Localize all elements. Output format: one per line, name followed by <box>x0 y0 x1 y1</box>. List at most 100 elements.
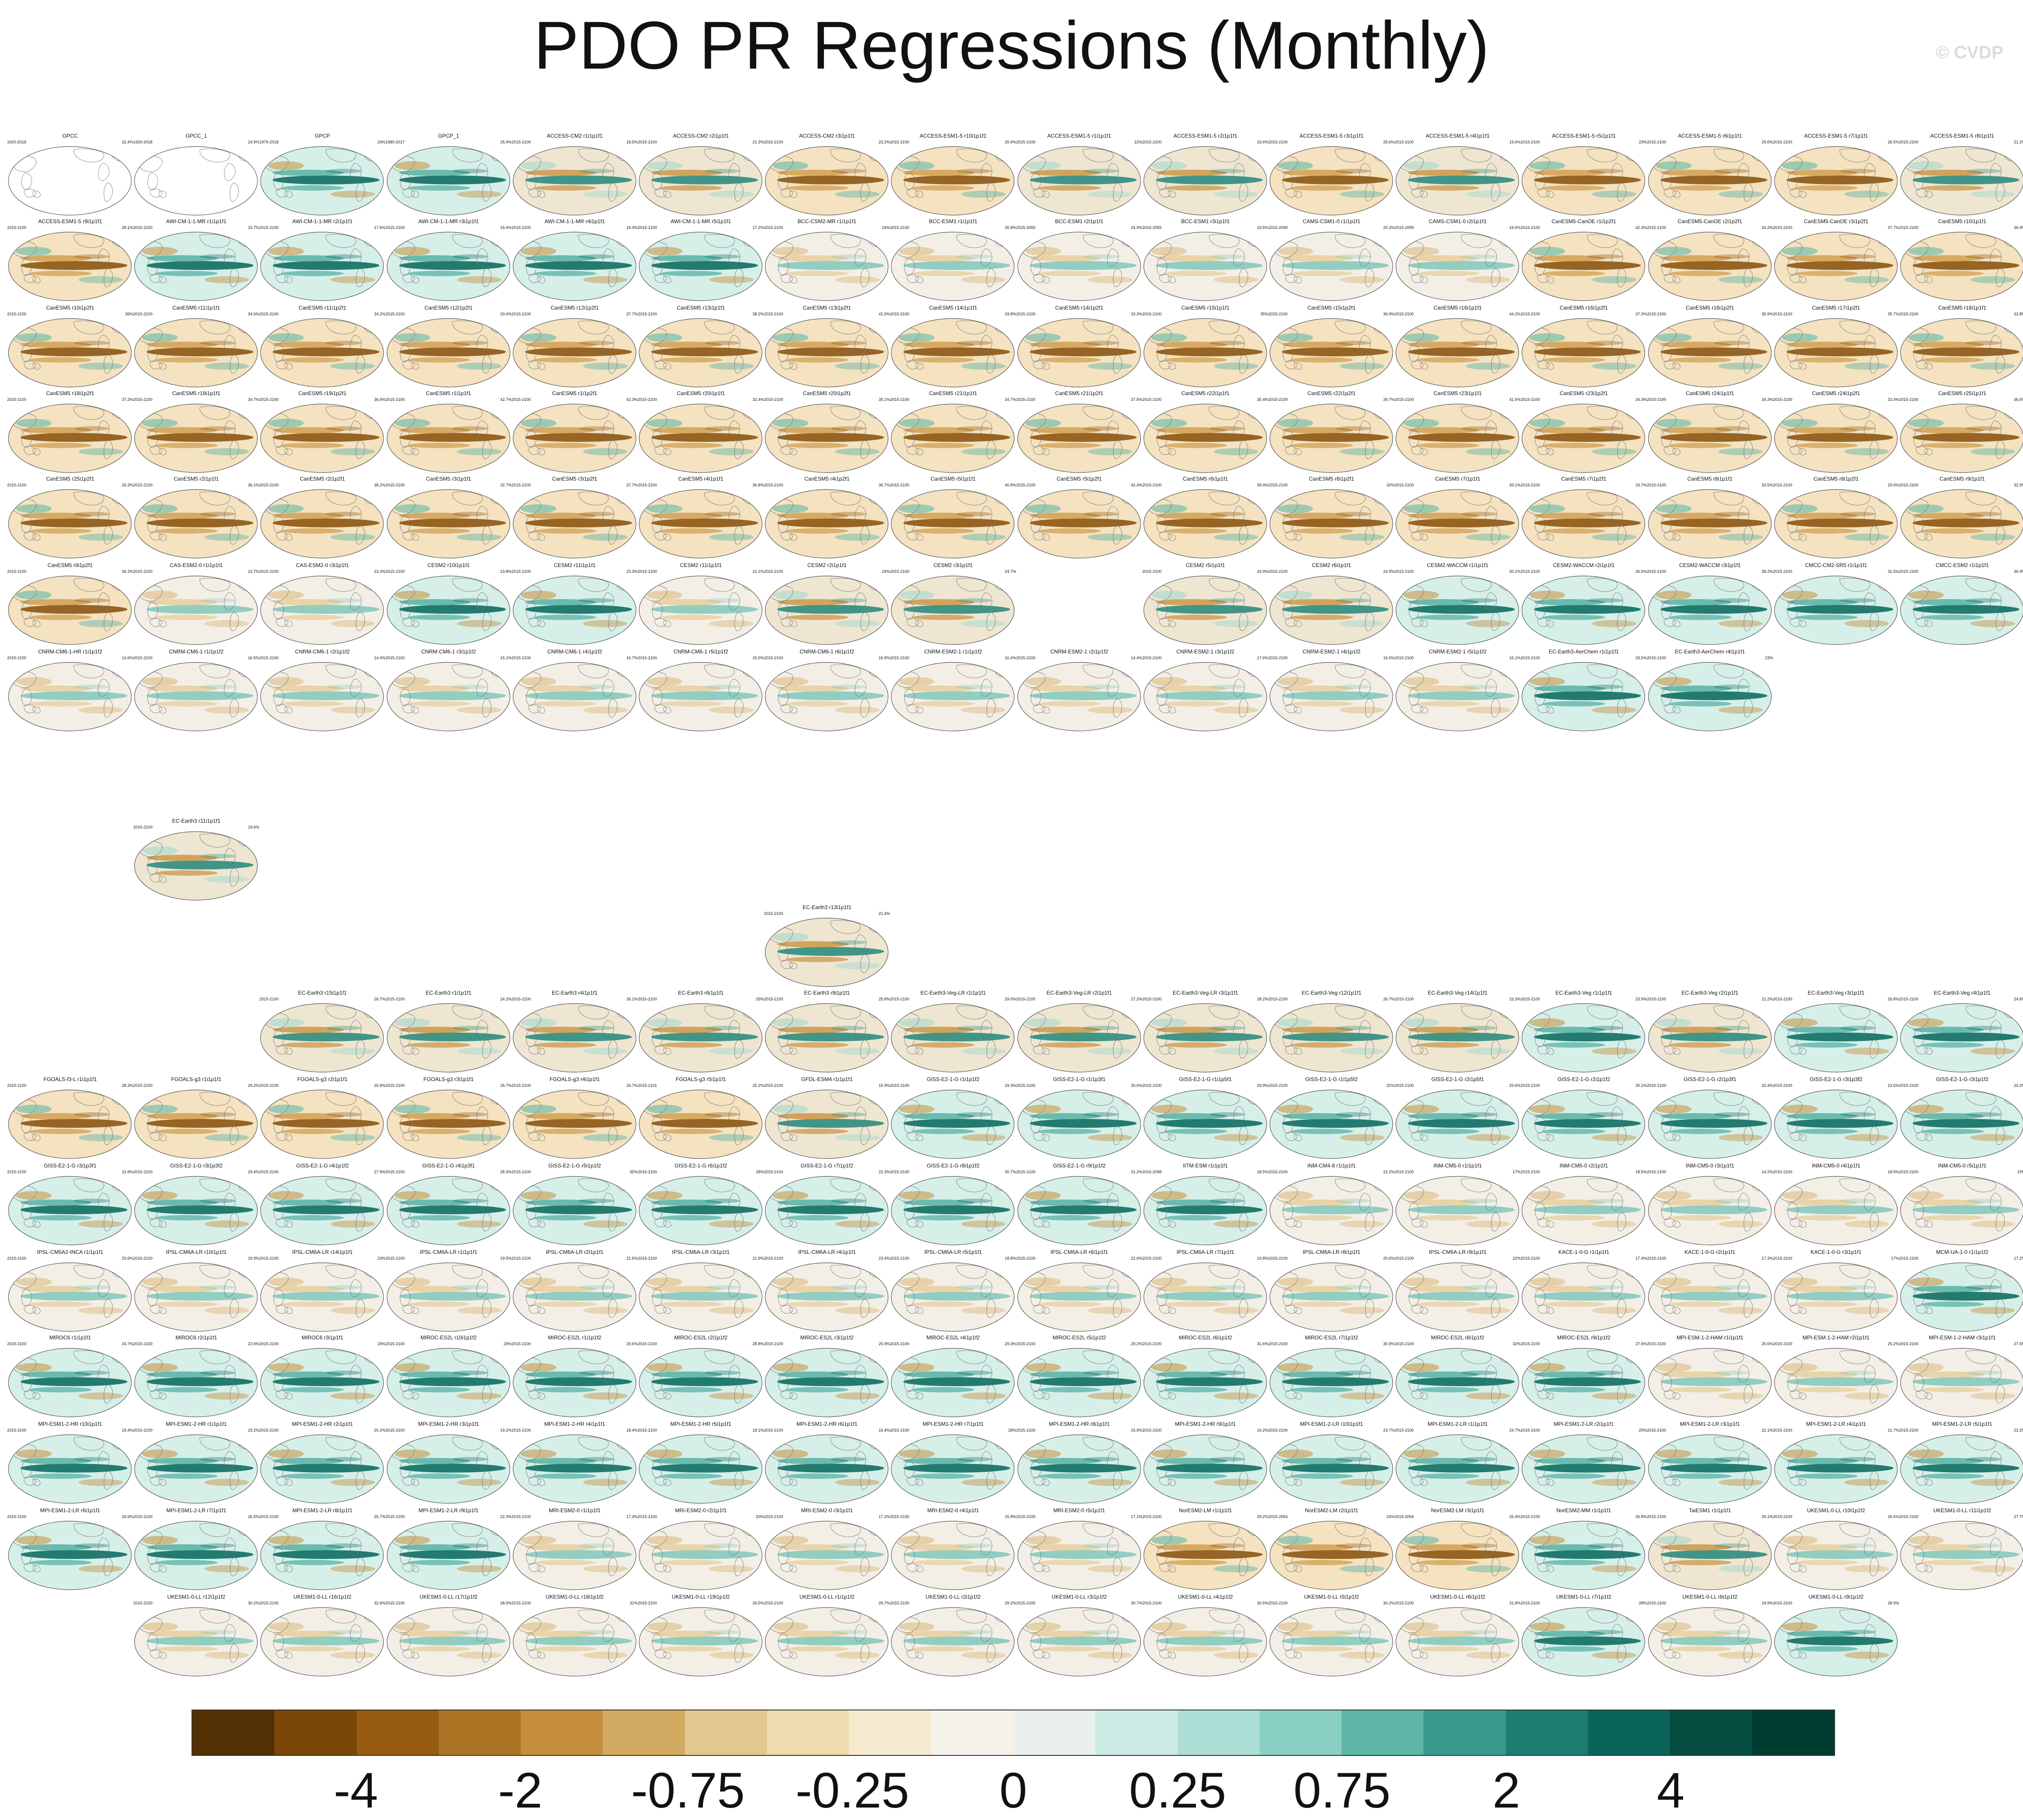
anomaly-patch <box>1592 276 1637 283</box>
coastline <box>276 531 289 540</box>
panel-variance-pct: 33.5% <box>1762 483 1773 487</box>
regression-map <box>765 1176 889 1245</box>
coastline <box>1611 163 1623 181</box>
anomaly-patch <box>1087 1048 1132 1055</box>
anomaly-patch <box>1656 1105 1692 1114</box>
anomaly-patch <box>1534 433 1641 442</box>
anomaly-patch <box>452 1630 488 1634</box>
coastline <box>1538 618 1550 627</box>
map-panel: ACCESS-CM2 r1i1p1f1 2015-2100 18.5% <box>512 133 638 217</box>
map-panel: MPI-ESM-1-2-HAM r2i1p1f1 2015-2100 25.2% <box>1773 1334 1899 1419</box>
anomaly-patch <box>773 1277 809 1286</box>
regression-map <box>260 489 384 559</box>
colorbar-segment <box>1505 1710 1588 1755</box>
anomaly-patch <box>147 427 218 433</box>
anomaly-patch <box>1795 615 1858 620</box>
anomaly-patch <box>155 870 218 876</box>
anomaly-patch <box>1592 191 1637 198</box>
map-panel: ACCESS-ESM1-5 r2i1p1f1 2015-2100 23.6% <box>1142 133 1268 217</box>
panel-years: 2015-2100 <box>1395 1428 1414 1432</box>
anomaly-patch <box>709 1652 754 1659</box>
panel-years: 2015-2100 <box>511 483 531 487</box>
coastline <box>904 344 915 362</box>
map-panel: GFDL-ESM4 r1i1p1f1 2015-2100 15.9% <box>764 1076 890 1161</box>
anomaly-patch <box>903 605 1011 614</box>
anomaly-patch <box>147 1119 254 1128</box>
anomaly-patch <box>1155 170 1227 176</box>
panel-variance-pct: 26.8% <box>1004 225 1016 230</box>
regression-map <box>1017 1607 1141 1677</box>
anomaly-patch <box>1669 1129 1732 1134</box>
panel-title: CanESM5 r14i1p2f1 <box>1055 305 1104 311</box>
anomaly-patch <box>147 1292 254 1301</box>
panel-years: 2015-2100 <box>1521 140 1540 144</box>
anomaly-patch <box>1335 426 1371 431</box>
coastline <box>356 698 365 718</box>
panel-title: CanESM5 r16i1p2f1 <box>1559 305 1608 311</box>
anomaly-patch <box>1282 599 1353 605</box>
anomaly-patch <box>1656 419 1692 428</box>
regression-map <box>1269 146 1393 216</box>
coastline <box>1082 234 1113 248</box>
panel-variance-pct: 24.7% <box>122 1342 133 1346</box>
anomaly-patch <box>1340 1220 1384 1228</box>
anomaly-patch <box>1786 1550 1893 1559</box>
coastline <box>778 344 789 362</box>
anomaly-patch <box>273 691 380 700</box>
map-panel: ACCESS-CM2 r3i1p1f1 2015-2100 23.2% <box>764 133 890 217</box>
anomaly-patch <box>647 677 682 686</box>
anomaly-patch <box>452 1371 488 1375</box>
map-panel: CanESM5 r23i1p1f1 2015-2100 41.5% <box>1395 390 1521 475</box>
colorbar-tick-label: -0.25 <box>795 1763 910 1818</box>
panel-variance-pct: 34.2% <box>1762 225 1773 230</box>
panel-title: KACE-1-0-G r2i1p1f1 <box>1684 1249 1736 1255</box>
anomaly-patch <box>78 1220 123 1228</box>
map-panel: CanESM5 r21i1p1f1 2015-2100 34.7% <box>890 390 1016 475</box>
coastline <box>1869 612 1879 631</box>
anomaly-patch <box>1839 1543 1876 1548</box>
panel-title: UKESM1-0-LL r3i1p1f2 <box>1052 1594 1107 1600</box>
coastline <box>1359 248 1371 266</box>
globe-outline <box>1774 232 1898 301</box>
globe-outline <box>8 232 132 301</box>
anomaly-patch <box>1083 1112 1119 1117</box>
panel-title: MPI-ESM1-2-LR r1i1p1f1 <box>1428 1421 1488 1427</box>
coastline <box>1617 182 1627 202</box>
anomaly-patch <box>1038 271 1101 276</box>
anomaly-patch <box>394 1363 430 1372</box>
globe-outline <box>513 318 636 388</box>
panel-title: MPI-ESM-1-2-HAM r1i1p1f1 <box>1676 1334 1744 1341</box>
panel-years: 2015-2100 <box>1773 483 1792 487</box>
panel-years: 2015-2100 <box>259 1428 279 1432</box>
panel-years: 2015-2100 <box>133 483 153 487</box>
anomaly-patch <box>1209 685 1245 689</box>
regression-map <box>765 1003 889 1073</box>
globe-outline <box>1395 489 1519 559</box>
anomaly-patch <box>961 1307 1006 1314</box>
anomaly-patch <box>204 620 249 627</box>
anomaly-patch <box>142 677 178 686</box>
panel-variance-pct: 21.4% <box>878 911 890 916</box>
panel-title: AWI-CM-1-1-MR r1i1p1f1 <box>166 218 227 224</box>
map-panel: CanESM5 r8i1p2f1 2015-2100 29.9% <box>1773 476 1899 560</box>
panel-title: CanESM5 r12i1p2f1 <box>551 305 599 311</box>
anomaly-patch <box>520 1363 556 1372</box>
panel-years: 2015-2100 <box>1268 140 1288 144</box>
anomaly-patch <box>1408 1464 1515 1473</box>
coastline <box>1546 276 1554 283</box>
globe-outline <box>1521 489 1645 559</box>
panel-title: CanESM5 r20i1p1f1 <box>677 390 725 396</box>
regression-map <box>639 146 763 216</box>
panel-years: 2015-2100 <box>1016 140 1036 144</box>
coastline <box>1491 440 1501 459</box>
regression-map <box>8 1434 132 1504</box>
regression-map <box>260 1348 384 1417</box>
panel-title: UKESM1-0-LL r6i1p1f2 <box>1430 1594 1485 1600</box>
map-panel: AWI-CM-1-1-MR r3i1p1f1 2015-2100 16.6% <box>386 218 512 303</box>
panel-years: 2015-2100 <box>1016 483 1036 487</box>
panel-years: 2015-2100 <box>1268 1601 1288 1605</box>
anomaly-patch <box>831 341 867 345</box>
panel-variance-pct: 20.2% <box>374 1428 386 1432</box>
anomaly-patch <box>705 1026 740 1030</box>
map-panel: KACE-1-0-G r3i1p1f1 2015-2100 17% <box>1773 1249 1899 1334</box>
